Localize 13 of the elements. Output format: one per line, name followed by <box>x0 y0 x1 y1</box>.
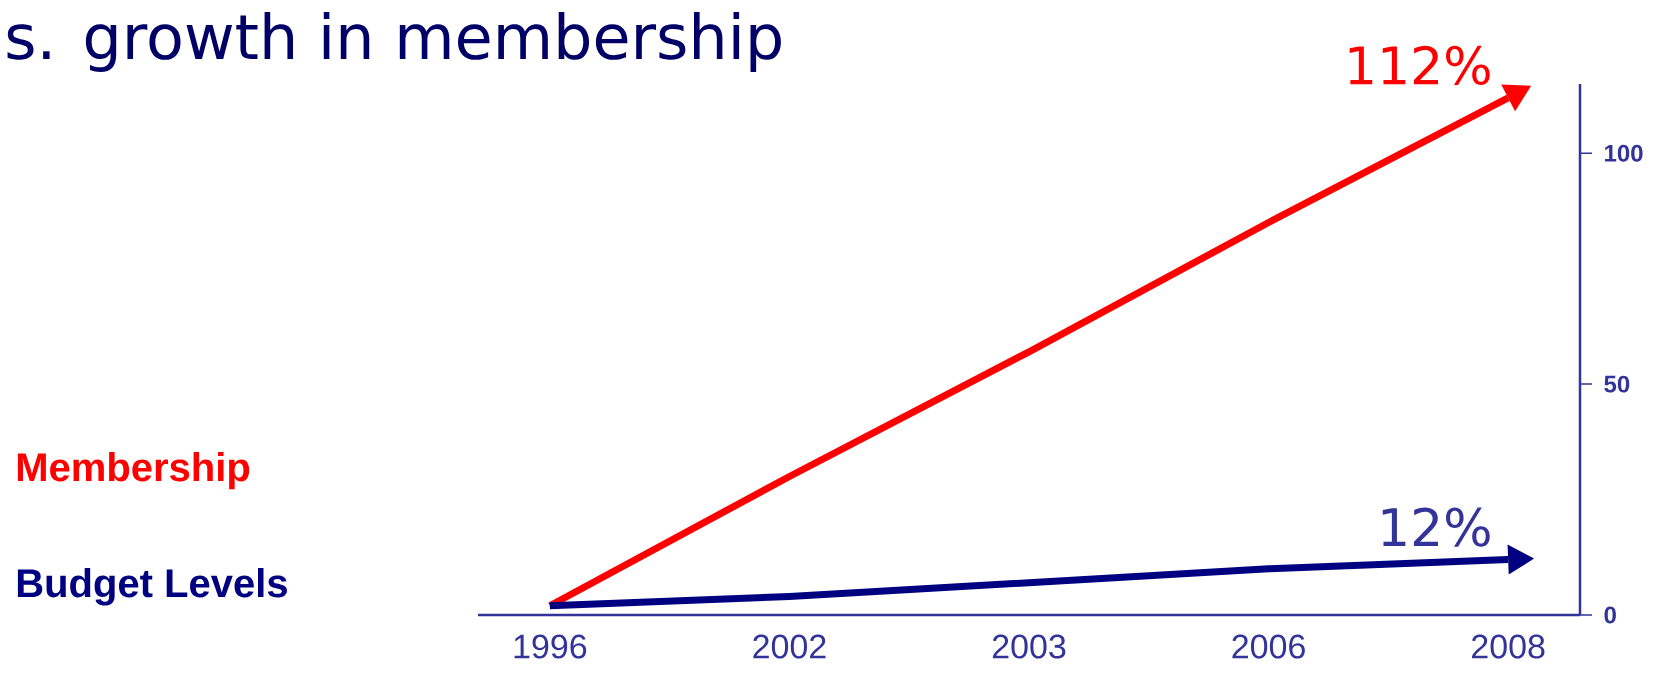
x-tick-label: 2003 <box>992 634 1066 659</box>
x-tick-label: 1996 <box>514 634 587 659</box>
y-tick-label: 100 <box>1605 144 1643 162</box>
annotation: 12% <box>1382 507 1490 547</box>
annotation: 112% <box>1349 45 1490 86</box>
x-tick-label: 2008 <box>1472 634 1545 659</box>
x-tick-label: 2006 <box>1232 634 1305 659</box>
x-tick-label: 2002 <box>753 634 826 659</box>
chart-title: s. growth in membership <box>7 11 781 72</box>
text: Membership <box>17 452 250 490</box>
text: Budget Levels <box>17 568 287 606</box>
y-tick-label: 50 <box>1604 375 1630 393</box>
y-tick-label: 0 <box>1604 606 1616 624</box>
